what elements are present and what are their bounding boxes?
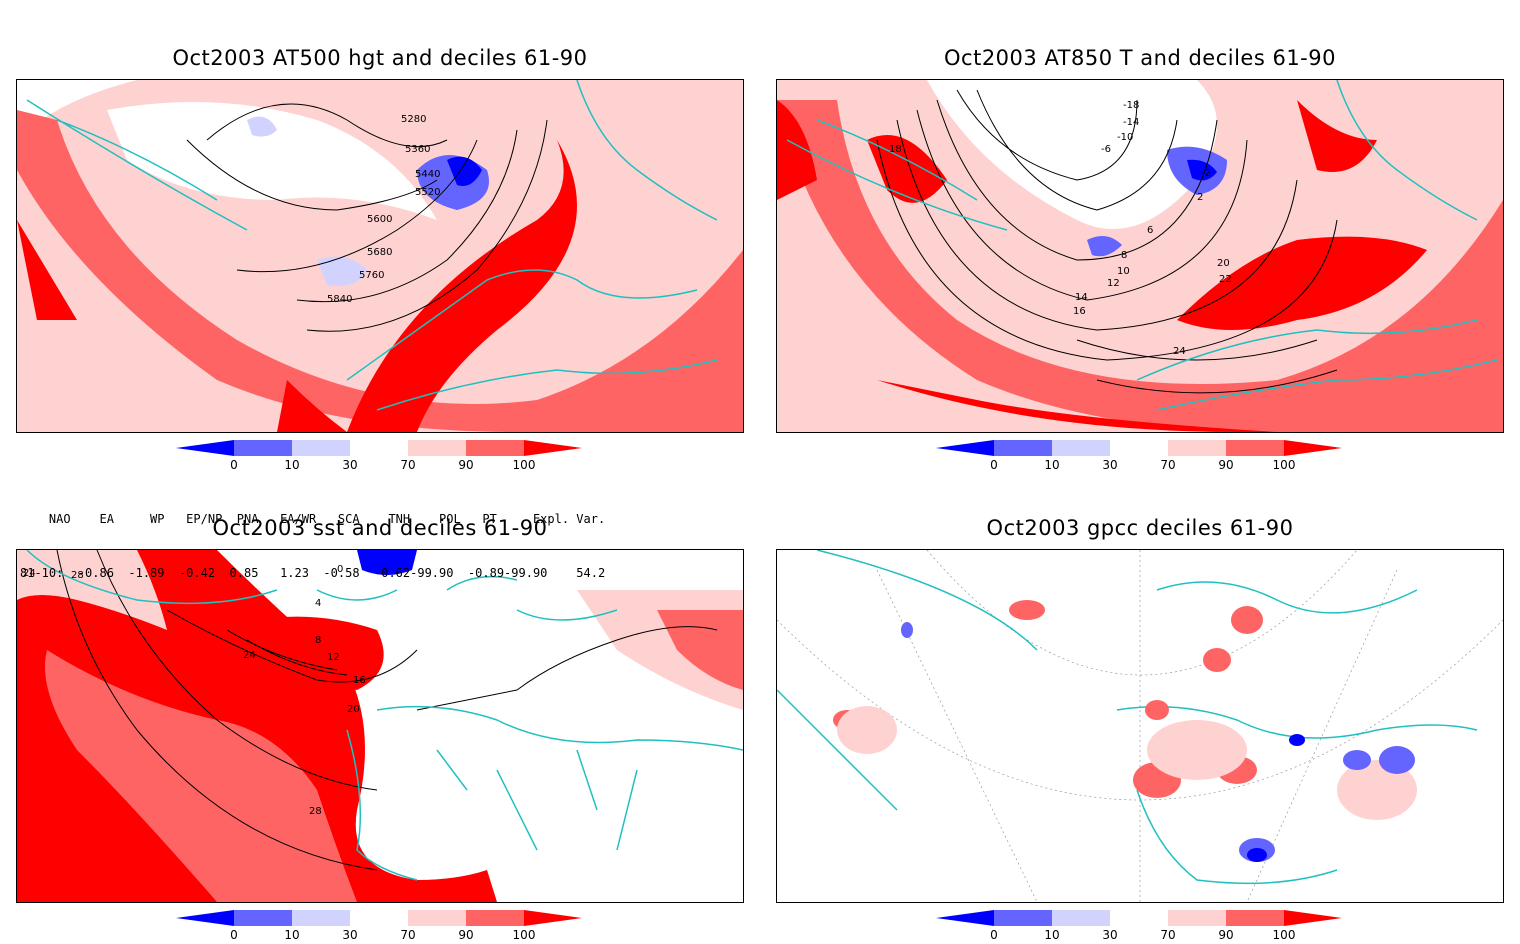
contour-label: 24 bbox=[243, 650, 256, 661]
panel-title-sst: Oct2003 sst and deciles 61-90 bbox=[212, 516, 548, 540]
map-panel-at500: 5280 5360 5440 5520 5600 5680 5760 5840 bbox=[16, 79, 744, 433]
map-panel-at850: -18 -14 -10 -6 -2 2 6 8 10 12 14 16 18 2… bbox=[776, 79, 1504, 433]
contour-label: -18 bbox=[1123, 100, 1139, 111]
contour-label: 5760 bbox=[359, 270, 384, 281]
contour-label: 5520 bbox=[415, 187, 440, 198]
contour-label: 24 bbox=[1173, 346, 1186, 357]
panel-title-gpcc: Oct2003 gpcc deciles 61-90 bbox=[986, 516, 1294, 540]
colorbar-tick: 0 bbox=[990, 928, 998, 942]
contour-label: 10 bbox=[1117, 266, 1130, 277]
colorbar-tick: 70 bbox=[400, 458, 416, 472]
contour-label: 5600 bbox=[367, 214, 392, 225]
contour-label: -6 bbox=[1101, 144, 1111, 155]
contour-label: 16 bbox=[1073, 306, 1086, 317]
colorbar-tick: 90 bbox=[458, 458, 474, 472]
contour-label: 8 bbox=[1121, 250, 1127, 261]
colorbar-tick: 100 bbox=[1272, 928, 1296, 942]
colorbar-tick: 10 bbox=[284, 928, 300, 942]
contour-label: 2 bbox=[1197, 192, 1203, 203]
contour-label: 0 bbox=[337, 564, 343, 575]
colorbar-tick: 30 bbox=[342, 928, 358, 942]
contour-label: 20 bbox=[1217, 258, 1230, 269]
colorbar-tick: 90 bbox=[458, 928, 474, 942]
colorbar-tick: 70 bbox=[400, 928, 416, 942]
contour-label: 5840 bbox=[327, 294, 352, 305]
colorbar-tick: 30 bbox=[1102, 458, 1118, 472]
contour-label: 24 bbox=[23, 568, 36, 579]
contour-label: 8 bbox=[315, 635, 321, 646]
colorbar-tick: 10 bbox=[1044, 458, 1060, 472]
contour-label: 12 bbox=[1107, 278, 1120, 289]
colorbar-tick: 70 bbox=[1160, 928, 1176, 942]
contour-label: 28 bbox=[71, 570, 84, 581]
teleconnection-indices: NAO EA WP EP/NP PNA EA/WR SCA TNH POL PT… bbox=[20, 474, 605, 600]
colorbar-tick: 0 bbox=[230, 458, 238, 472]
colorbar-tick: 30 bbox=[1102, 928, 1118, 942]
contour-label: 5440 bbox=[415, 169, 440, 180]
indices-row: 81-10: -0.86 -1.89 -0.42 0.85 1.23 -0.58… bbox=[20, 566, 606, 580]
panel-title-at500: Oct2003 AT500 hgt and deciles 61-90 bbox=[172, 46, 588, 70]
colorbar-tick: 90 bbox=[1218, 928, 1234, 942]
contour-label: 14 bbox=[1075, 292, 1088, 303]
colorbar-tick: 0 bbox=[230, 928, 238, 942]
contour-label: 12 bbox=[327, 652, 340, 663]
contour-label: -14 bbox=[1123, 117, 1139, 128]
contour-label: 5680 bbox=[367, 247, 392, 258]
colorbar-sst: 0 10 30 70 90 100 bbox=[176, 910, 586, 944]
map-panel-gpcc bbox=[776, 549, 1504, 903]
colorbar-tick: 0 bbox=[990, 458, 998, 472]
colorbar-tick: 30 bbox=[342, 458, 358, 472]
contour-label: 18 bbox=[889, 144, 902, 155]
indices-header: NAO EA WP EP/NP PNA EA/WR SCA TNH POL PT… bbox=[20, 512, 606, 526]
contour-label: 16 bbox=[353, 675, 366, 686]
colorbar-gpcc: 0 10 30 70 90 100 bbox=[936, 910, 1346, 944]
colorbar-at850: 0 10 30 70 90 100 bbox=[936, 440, 1346, 474]
contour-label: -2 bbox=[1201, 168, 1211, 179]
colorbar-tick: 70 bbox=[1160, 458, 1176, 472]
contour-label: 5360 bbox=[405, 144, 430, 155]
colorbar-tick: 100 bbox=[512, 928, 536, 942]
contour-label: -10 bbox=[1117, 132, 1133, 143]
contour-label: 6 bbox=[1147, 225, 1153, 236]
colorbar-tick: 10 bbox=[1044, 928, 1060, 942]
map-panel-sst: 24 28 0 4 8 12 16 20 24 28 bbox=[16, 549, 744, 903]
colorbar-tick: 10 bbox=[284, 458, 300, 472]
panel-title-at850: Oct2003 AT850 T and deciles 61-90 bbox=[944, 46, 1336, 70]
contour-label: 28 bbox=[309, 806, 322, 817]
contour-label: 4 bbox=[315, 598, 321, 609]
colorbar-tick: 100 bbox=[1272, 458, 1296, 472]
contour-label: 22 bbox=[1219, 274, 1232, 285]
colorbar-at500: 0 10 30 70 90 100 bbox=[176, 440, 586, 474]
contour-label: 5280 bbox=[401, 114, 426, 125]
colorbar-tick: 90 bbox=[1218, 458, 1234, 472]
contour-label: 20 bbox=[347, 704, 360, 715]
colorbar-tick: 100 bbox=[512, 458, 536, 472]
